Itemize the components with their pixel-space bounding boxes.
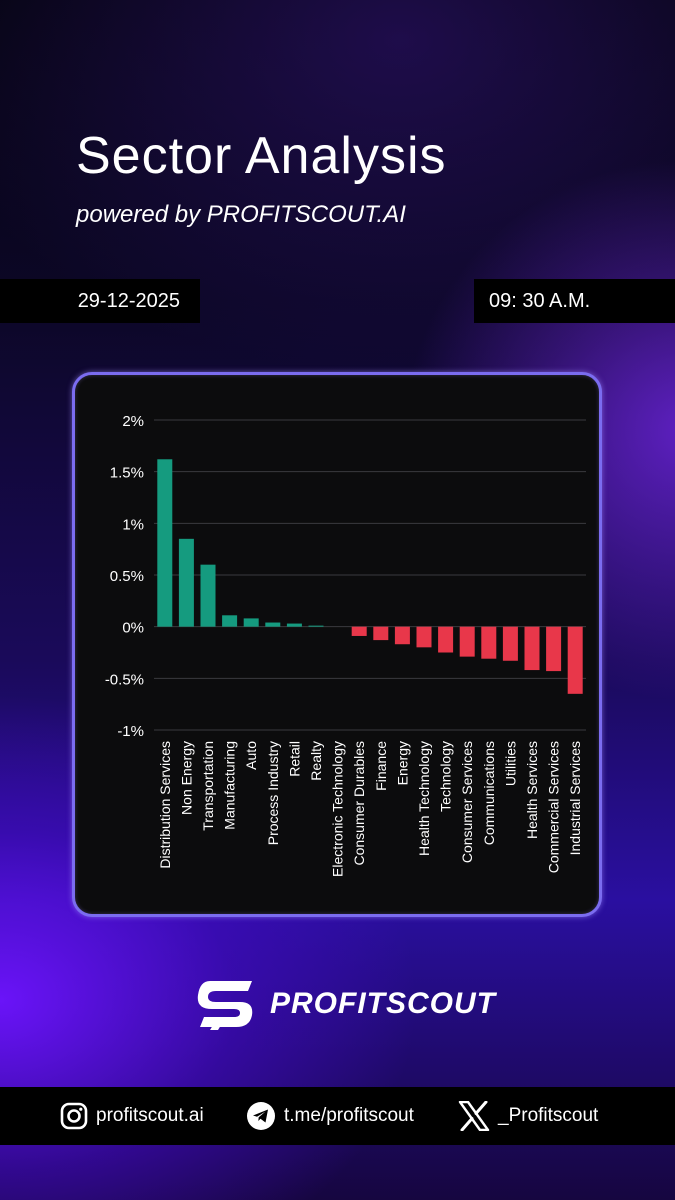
bar [438, 626, 454, 653]
x-tick-label: Non Energy [178, 741, 194, 815]
instagram-link[interactable]: profitscout.ai [60, 1102, 204, 1130]
time-text: 09: 30 A.M. [489, 289, 591, 312]
x-tick-label: Communications [481, 741, 497, 845]
chart-grid [154, 419, 586, 731]
x-tick-label: Electronic Technology [330, 741, 346, 877]
sector-chart-card: 2% 1.5% 1% 0.5% 0% -0.5% -1% Distribution Serv… [72, 372, 602, 917]
bar [394, 626, 410, 645]
time-badge: 09: 30 A.M. [474, 279, 675, 323]
bar [481, 626, 497, 659]
bar [286, 623, 302, 627]
y-tick-label: 1% [122, 516, 144, 533]
bar [265, 622, 281, 627]
bar [243, 618, 259, 627]
bar [178, 538, 194, 627]
brand-name: PROFITSCOUT [270, 987, 496, 1020]
bar [157, 459, 173, 627]
x-tick-label: Health Services [524, 741, 540, 839]
y-tick-label: -0.5% [105, 671, 144, 688]
bar [308, 625, 324, 627]
page-title: Sector Analysis [76, 127, 447, 185]
telegram-link[interactable]: t.me/profitscout [246, 1101, 414, 1131]
y-tick-label: 0% [122, 620, 144, 637]
x-tick-label: Distribution Services [157, 741, 173, 869]
profitscout-logo-icon [197, 981, 253, 1030]
social-footer: profitscout.ai t.me/profitscout _Profits… [0, 1087, 675, 1145]
bar [351, 626, 367, 636]
x-tick-label: Manufacturing [222, 741, 238, 830]
instagram-icon [60, 1102, 88, 1130]
y-axis-ticks: 2% 1.5% 1% 0.5% 0% -0.5% -1% [105, 413, 144, 740]
bar [502, 626, 518, 661]
subtitle: powered by PROFITSCOUT.AI [76, 201, 406, 228]
x-tick-label: Auto [243, 741, 259, 770]
x-tick-label: Transportation [200, 741, 216, 831]
bar [459, 626, 475, 657]
instagram-handle: profitscout.ai [96, 1105, 204, 1126]
bar [200, 564, 216, 627]
x-tick-label: Retail [286, 741, 302, 777]
y-tick-label: 1.5% [110, 465, 144, 482]
date-badge: 29-12-2025 [0, 279, 200, 323]
x-tick-label: Technology [438, 741, 454, 812]
bar [567, 626, 583, 694]
x-icon [458, 1101, 490, 1131]
x-link[interactable]: _Profitscout [458, 1101, 598, 1131]
bar [546, 626, 562, 672]
x-tick-label: Commercial Services [546, 741, 562, 873]
y-tick-label: 2% [122, 413, 144, 430]
x-handle: _Profitscout [498, 1105, 599, 1126]
chart-bars [157, 459, 583, 694]
x-tick-label: Health Technology [416, 741, 432, 856]
bar [373, 626, 389, 641]
bar [416, 626, 432, 648]
x-tick-label: Realty [308, 741, 324, 781]
x-tick-label: Utilities [502, 741, 518, 786]
y-tick-label: 0.5% [110, 568, 144, 585]
x-tick-label: Consumer Durables [351, 741, 367, 866]
x-tick-label: Consumer Services [459, 741, 475, 863]
bar [222, 615, 238, 627]
x-tick-label: Energy [394, 741, 410, 785]
x-tick-label: Finance [373, 741, 389, 791]
sector-bar-chart: 2% 1.5% 1% 0.5% 0% -0.5% -1% Distribution Serv… [105, 413, 586, 877]
brand-logo: PROFITSCOUT [196, 976, 496, 1032]
x-tick-label: Industrial Services [567, 741, 583, 855]
x-axis-labels: Distribution Services Non Energy Transport… [157, 741, 583, 877]
telegram-handle: t.me/profitscout [284, 1105, 414, 1126]
bar [524, 626, 540, 671]
telegram-icon [247, 1102, 275, 1130]
y-tick-label: -1% [117, 723, 144, 740]
x-tick-label: Process Industry [265, 741, 281, 845]
date-text: 29-12-2025 [77, 289, 180, 312]
